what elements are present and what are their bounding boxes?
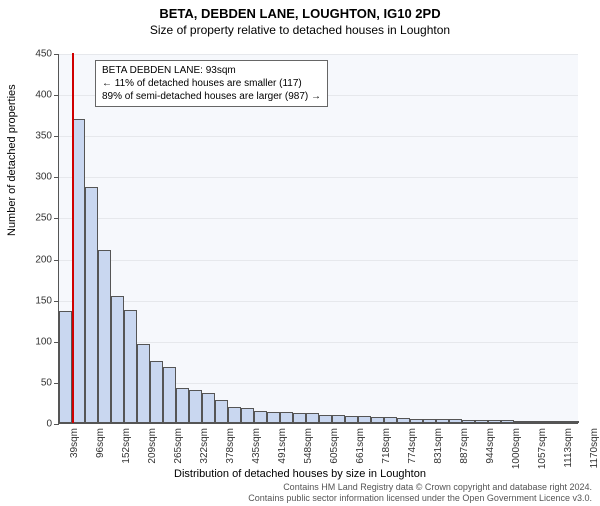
ytick-label: 50 [12, 377, 52, 388]
bar [345, 416, 358, 423]
bar [553, 421, 566, 423]
subject-marker-line [72, 53, 74, 423]
bar [254, 411, 267, 423]
bar [358, 416, 371, 423]
bar [306, 413, 319, 423]
ytick-mark [54, 54, 59, 55]
ytick-label: 150 [12, 295, 52, 306]
bar [189, 390, 202, 423]
chart-area: BETA DEBDEN LANE: 93sqm← 11% of detached… [58, 54, 578, 424]
gridline [59, 301, 578, 302]
xtick-label: 887sqm [459, 428, 470, 488]
ytick-label: 0 [12, 419, 52, 430]
xtick-label: 1057sqm [537, 428, 548, 488]
ytick-label: 300 [12, 172, 52, 183]
xtick-label: 152sqm [121, 428, 132, 488]
xtick-label: 1000sqm [511, 428, 522, 488]
ytick-mark [54, 95, 59, 96]
xtick-label: 605sqm [329, 428, 340, 488]
gridline [59, 136, 578, 137]
xtick-label: 1170sqm [589, 428, 600, 488]
bar [540, 421, 553, 423]
ytick-mark [54, 260, 59, 261]
bar [137, 344, 150, 423]
xtick-label: 831sqm [433, 428, 444, 488]
ytick-label: 200 [12, 254, 52, 265]
bar [371, 417, 384, 423]
chart-title-desc: Size of property relative to detached ho… [0, 23, 600, 37]
xtick-label: 322sqm [199, 428, 210, 488]
bar [59, 311, 72, 423]
ytick-mark [54, 424, 59, 425]
bar [98, 250, 111, 423]
bar [202, 393, 215, 423]
ytick-mark [54, 218, 59, 219]
xtick-label: 39sqm [69, 428, 80, 488]
bar [436, 419, 449, 423]
xtick-label: 435sqm [251, 428, 262, 488]
bar [319, 415, 332, 423]
gridline [59, 218, 578, 219]
bar [176, 388, 189, 423]
xtick-label: 944sqm [485, 428, 496, 488]
bar [228, 407, 241, 423]
ytick-label: 250 [12, 213, 52, 224]
xtick-label: 265sqm [173, 428, 184, 488]
xtick-label: 774sqm [407, 428, 418, 488]
ytick-mark [54, 301, 59, 302]
bar [488, 420, 501, 423]
xtick-label: 548sqm [303, 428, 314, 488]
annotation-line: 89% of semi-detached houses are larger (… [102, 90, 321, 103]
gridline [59, 54, 578, 55]
x-axis-label: Distribution of detached houses by size … [0, 468, 600, 480]
bar [267, 412, 280, 424]
bar [280, 412, 293, 423]
chart-title-address: BETA, DEBDEN LANE, LOUGHTON, IG10 2PD [0, 6, 600, 21]
footer-line-2: Contains public sector information licen… [248, 493, 592, 504]
ytick-label: 400 [12, 90, 52, 101]
ytick-label: 100 [12, 336, 52, 347]
annotation-line: BETA DEBDEN LANE: 93sqm [102, 64, 321, 77]
annotation-line: ← 11% of detached houses are smaller (11… [102, 77, 321, 90]
ytick-label: 450 [12, 49, 52, 60]
xtick-label: 661sqm [355, 428, 366, 488]
bar [462, 420, 475, 423]
bar [410, 419, 423, 423]
xtick-label: 491sqm [277, 428, 288, 488]
bar [527, 421, 540, 423]
bar [475, 420, 488, 423]
bar [397, 418, 410, 423]
xtick-label: 718sqm [381, 428, 392, 488]
bar [124, 310, 137, 423]
bar [293, 413, 306, 423]
ytick-mark [54, 136, 59, 137]
ytick-mark [54, 177, 59, 178]
ytick-label: 350 [12, 131, 52, 142]
plot-area: BETA DEBDEN LANE: 93sqm← 11% of detached… [58, 54, 578, 424]
bar [501, 420, 514, 423]
gridline [59, 260, 578, 261]
bar [150, 361, 163, 423]
xtick-label: 1113sqm [563, 428, 574, 488]
xtick-label: 209sqm [147, 428, 158, 488]
annotation-box: BETA DEBDEN LANE: 93sqm← 11% of detached… [95, 60, 328, 107]
bar [215, 400, 228, 423]
gridline [59, 177, 578, 178]
bar [332, 415, 345, 423]
bar [384, 417, 397, 423]
bar [163, 367, 176, 423]
xtick-label: 96sqm [95, 428, 106, 488]
bar [241, 408, 254, 423]
bar [85, 187, 98, 423]
bar [111, 296, 124, 423]
xtick-label: 378sqm [225, 428, 236, 488]
bar [566, 421, 579, 423]
bar [514, 421, 527, 423]
bar [449, 419, 462, 423]
bar [423, 419, 436, 423]
